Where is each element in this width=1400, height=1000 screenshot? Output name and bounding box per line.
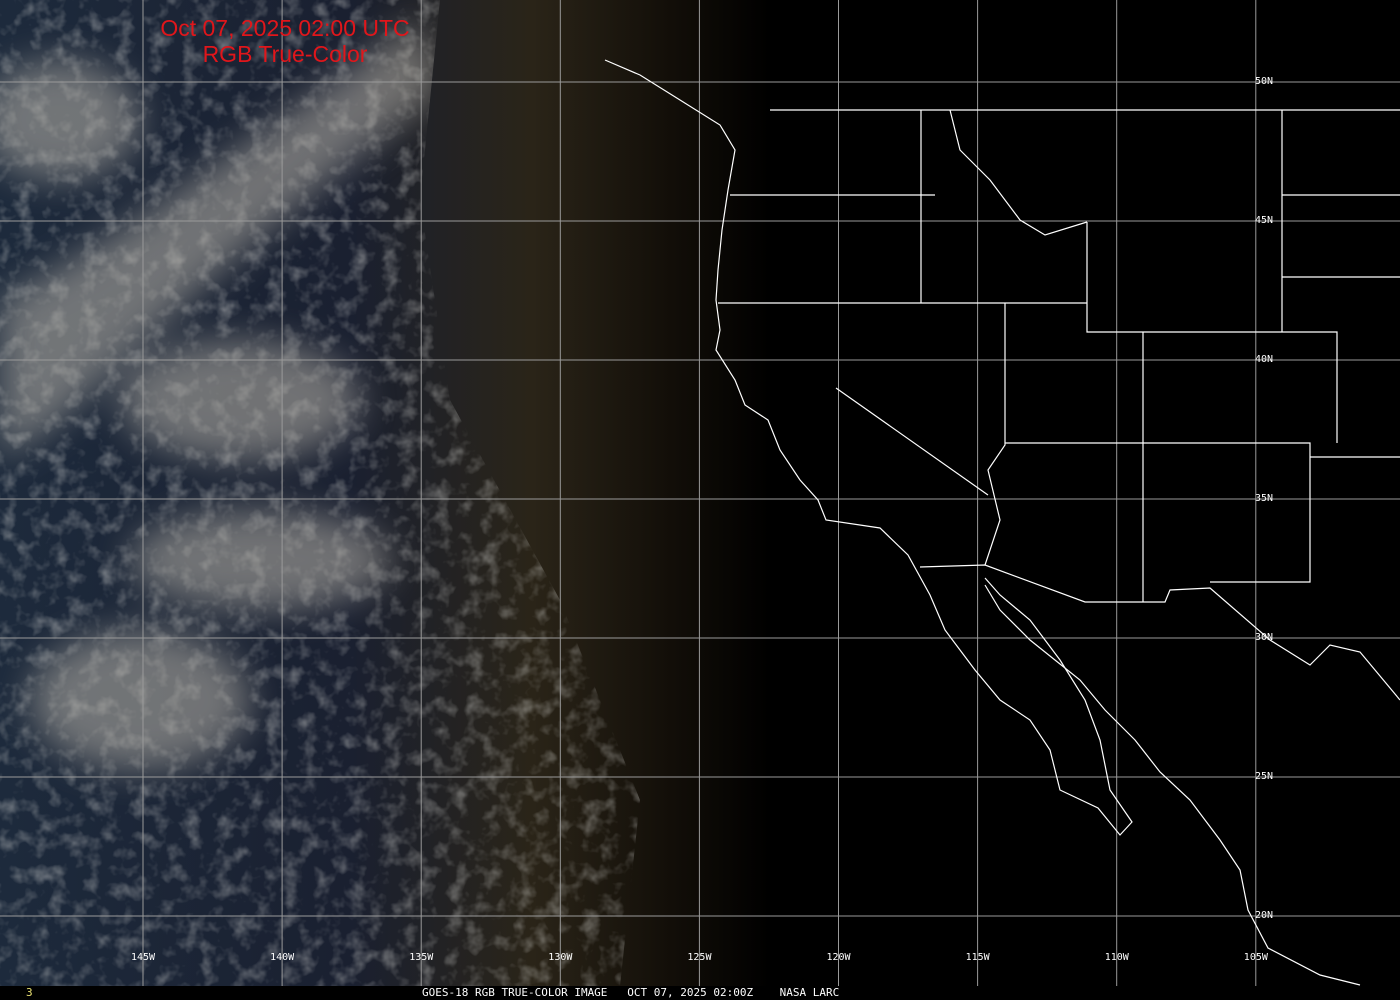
latitude-label: 20N — [1255, 910, 1273, 921]
longitude-label: 115W — [966, 952, 991, 963]
gulf-coastline — [984, 584, 1361, 986]
latitude-label: 25N — [1255, 771, 1273, 782]
longitude-label: 130W — [548, 952, 573, 963]
latitude-labels: 50N 45N 40N 35N 30N 25N 20N — [1255, 76, 1273, 921]
longitude-label: 105W — [1244, 952, 1269, 963]
latitude-label: 40N — [1255, 354, 1273, 365]
longitude-label: 145W — [131, 952, 156, 963]
longitude-labels: 145W 140W 135W 130W 125W 120W 115W 110W 105W — [131, 952, 1269, 963]
longitude-label: 110W — [1105, 952, 1130, 963]
pacific-coastline — [604, 59, 1133, 836]
longitude-label: 120W — [827, 952, 852, 963]
title-product: RGB True-Color — [202, 41, 368, 67]
longitude-label: 135W — [409, 952, 434, 963]
longitude-label: 125W — [687, 952, 712, 963]
footer-bar: 3 GOES-18 RGB TRUE-COLOR IMAGE OCT 07, 2… — [0, 986, 1400, 1000]
latitude-label: 30N — [1255, 632, 1273, 643]
image-caption: GOES-18 RGB TRUE-COLOR IMAGE OCT 07, 202… — [422, 986, 840, 999]
title-timestamp: Oct 07, 2025 02:00 UTC — [160, 15, 410, 41]
latitude-label: 50N — [1255, 76, 1273, 87]
mexico-us-border — [919, 564, 1400, 701]
frame-number: 3 — [26, 986, 33, 999]
latitude-label: 45N — [1255, 215, 1273, 226]
latitude-label: 35N — [1255, 493, 1273, 504]
longitude-label: 140W — [270, 952, 295, 963]
political-boundaries — [604, 59, 1400, 986]
